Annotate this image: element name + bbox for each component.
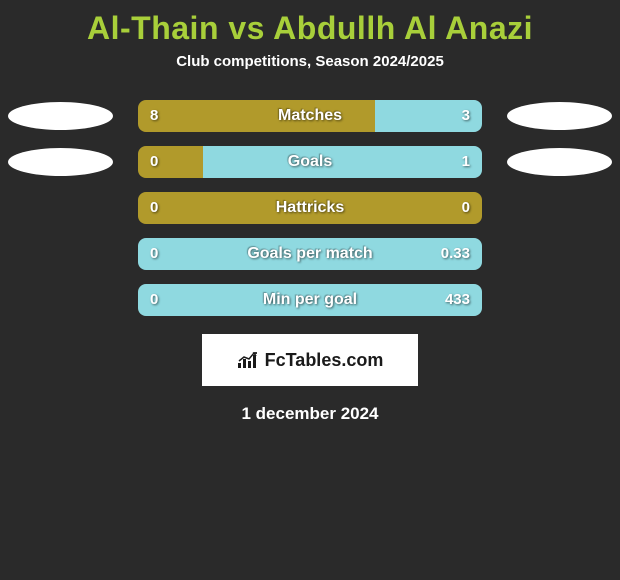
bar-segment-right xyxy=(203,146,482,178)
brand-box[interactable]: FcTables.com xyxy=(202,334,418,386)
ellipse-right xyxy=(507,148,612,176)
chart-icon xyxy=(237,351,259,369)
bar-segment-right xyxy=(375,100,482,132)
vs-separator: vs xyxy=(219,10,273,46)
bar-segment-left xyxy=(138,100,375,132)
ellipse-right xyxy=(507,102,612,130)
bar-segment-right xyxy=(138,238,482,270)
brand-text: FcTables.com xyxy=(265,350,384,371)
stat-bar: 83Matches xyxy=(138,100,482,132)
page-title: Al-Thain vs Abdullh Al Anazi xyxy=(0,0,620,53)
stat-row: 83Matches xyxy=(0,100,620,132)
stat-bar: 00.33Goals per match xyxy=(138,238,482,270)
bar-segment-right xyxy=(138,284,482,316)
stat-bar: 0433Min per goal xyxy=(138,284,482,316)
footer-date: 1 december 2024 xyxy=(0,404,620,424)
stat-row: 0433Min per goal xyxy=(0,284,620,316)
bar-segment-left xyxy=(138,146,203,178)
stat-row: 00.33Goals per match xyxy=(0,238,620,270)
player2-name: Abdullh Al Anazi xyxy=(273,10,533,46)
stats-container: 83Matches 01Goals 00Hattricks 00.33Goals pe… xyxy=(0,100,620,316)
ellipse-left xyxy=(8,148,113,176)
subtitle: Club competitions, Season 2024/2025 xyxy=(0,53,620,100)
stat-bar: 01Goals xyxy=(138,146,482,178)
stat-row: 00Hattricks xyxy=(0,192,620,224)
ellipse-left xyxy=(8,102,113,130)
bar-segment-left xyxy=(138,192,482,224)
player1-name: Al-Thain xyxy=(87,10,219,46)
stat-row: 01Goals xyxy=(0,146,620,178)
stat-bar: 00Hattricks xyxy=(138,192,482,224)
